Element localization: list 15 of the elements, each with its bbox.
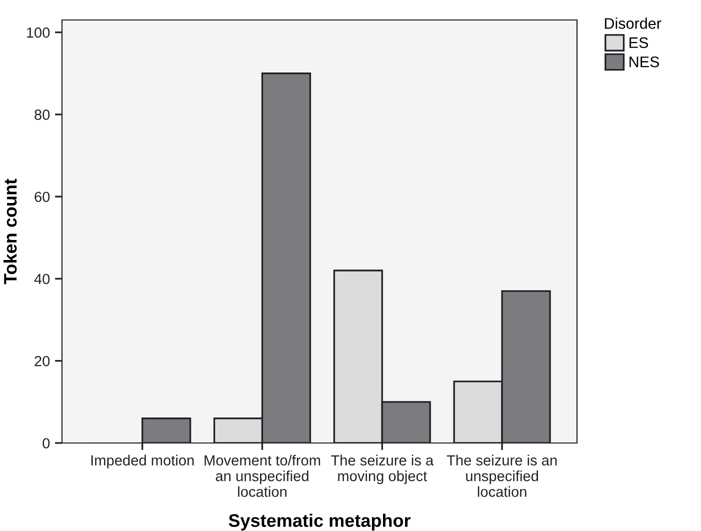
legend-label: ES <box>630 37 648 48</box>
x-tick-label: The seizure is a moving object <box>331 454 434 484</box>
y-axis-title: Token count <box>3 178 17 284</box>
x-tick-label: Impeded motion <box>91 454 194 468</box>
x-axis-title: Systematic metaphor <box>228 514 411 531</box>
y-tick-label: 100 <box>26 27 50 38</box>
x-tick-label: The seizure is an unspecified location <box>446 454 557 497</box>
y-tick-label: 20 <box>34 356 50 366</box>
y-tick-label: 40 <box>34 274 50 284</box>
y-tick-label: 0 <box>42 438 50 448</box>
legend-label: NES <box>630 56 660 68</box>
y-tick-label: 80 <box>34 110 50 120</box>
x-tick-label: Movement to/from an unspecified location <box>204 454 320 497</box>
y-tick-label: 60 <box>34 192 50 202</box>
legend-title: Disorder <box>604 18 662 29</box>
